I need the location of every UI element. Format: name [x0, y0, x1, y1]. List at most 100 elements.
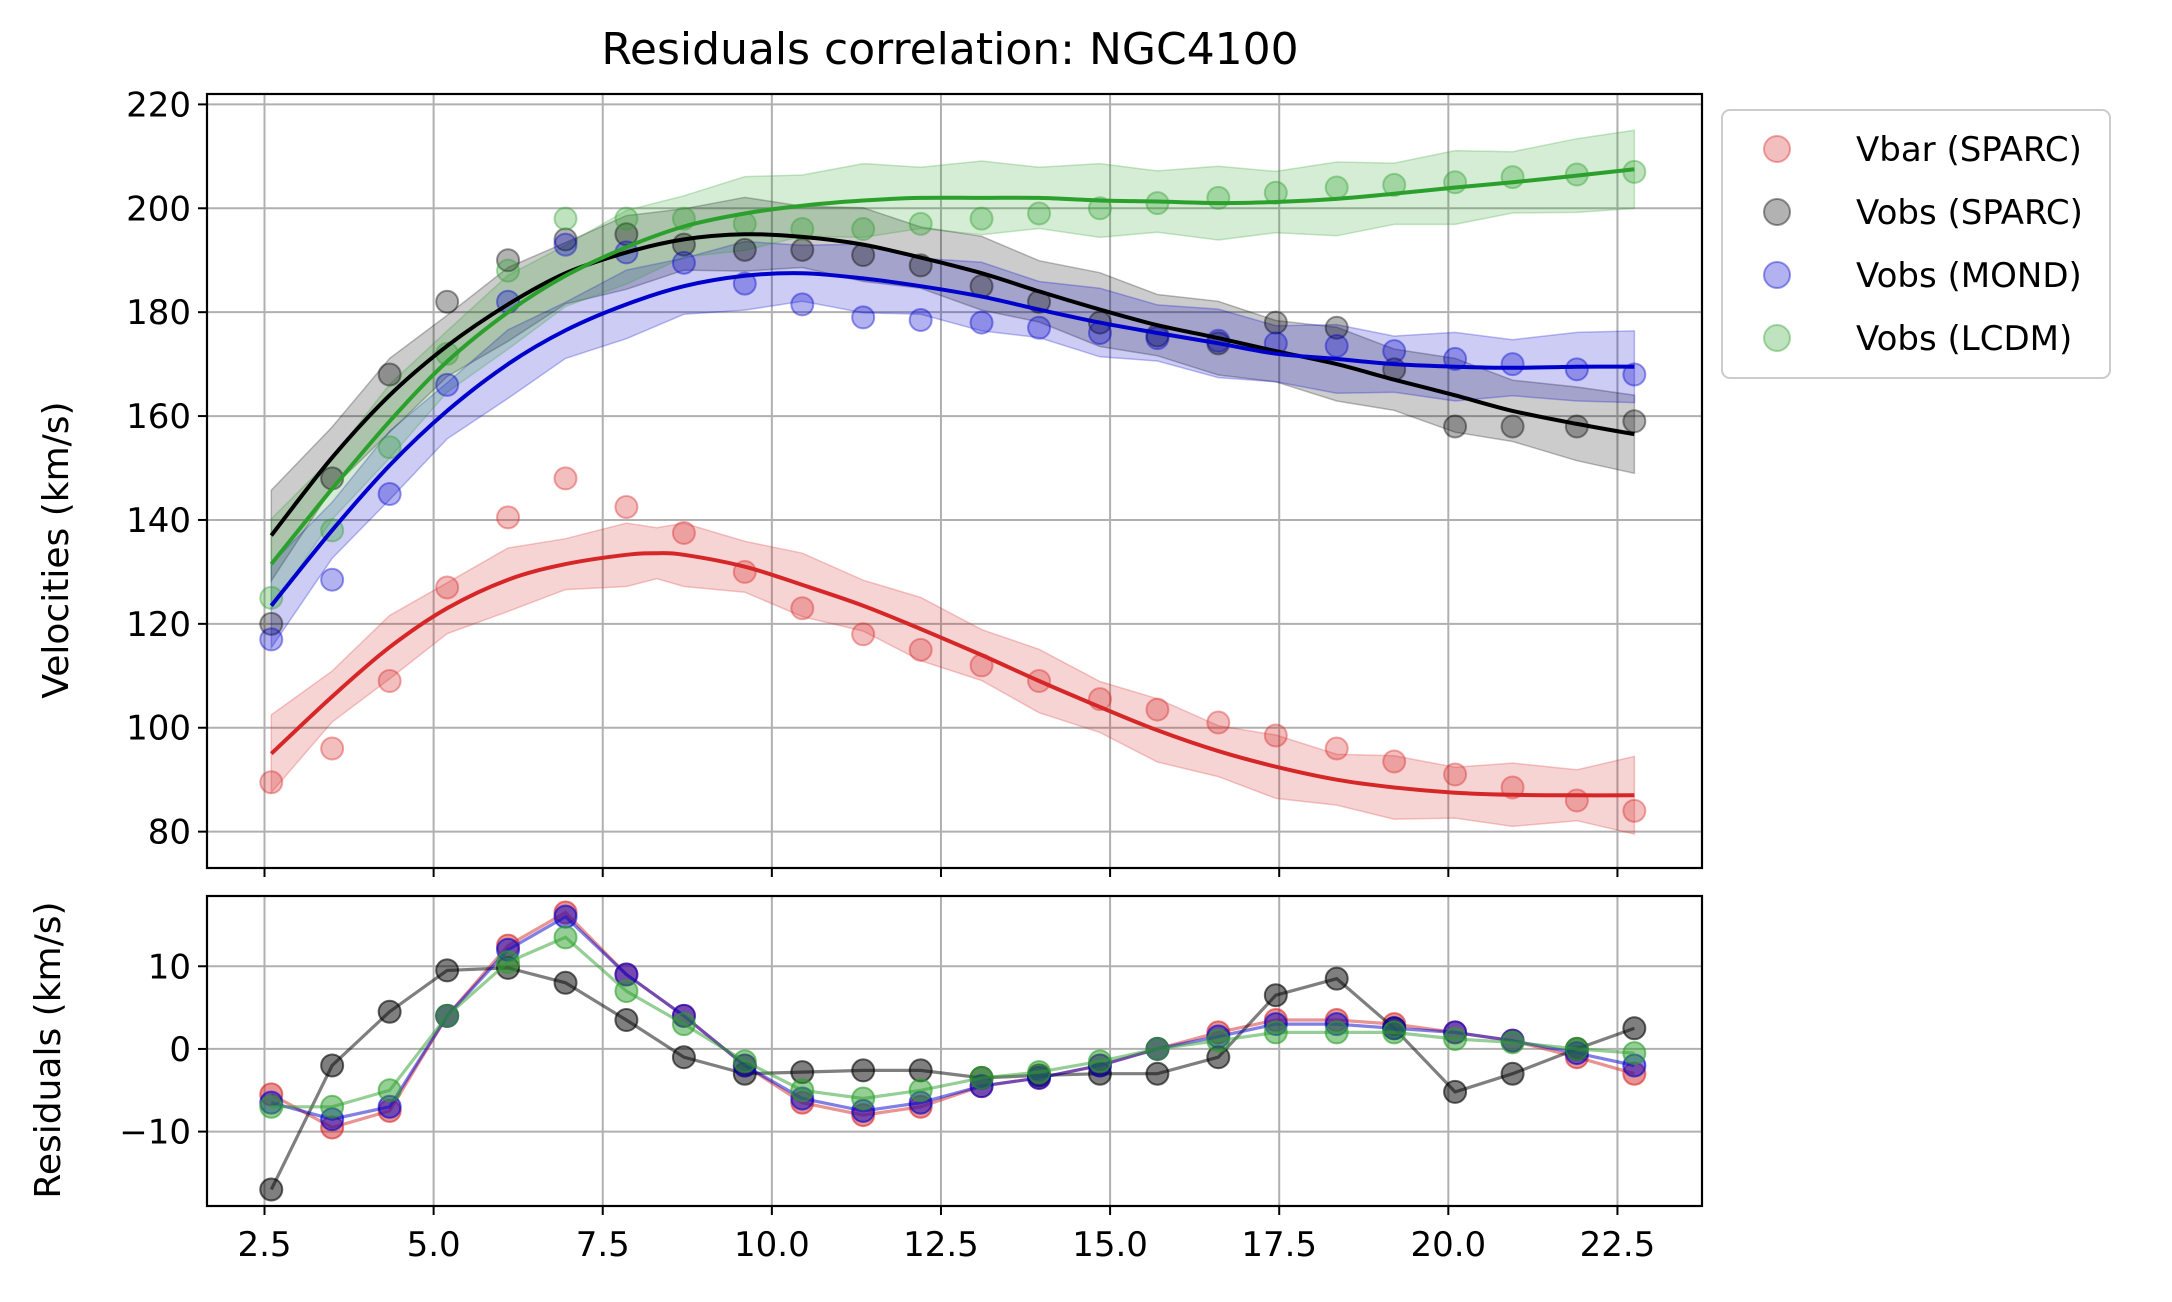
point-vobs-sparc-4: [496, 248, 521, 273]
velocities-axes-frame: [205, 92, 1704, 870]
point-vobs-sparc-2: [377, 362, 402, 387]
residual-point-vobs-sparc-5: [553, 970, 578, 995]
residual-point-vobs-lcdm-1: [320, 1094, 345, 1119]
residual-point-vobs-mond-5: [553, 904, 578, 929]
ytick-label-7: 220: [126, 85, 191, 125]
fit-line-vobs-lcdm: [269, 167, 1635, 566]
point-vobs-lcdm-16: [1206, 185, 1231, 210]
point-vbar-sparc-7: [671, 520, 696, 545]
point-vobs-mond-22: [1564, 357, 1589, 382]
residual-point-vobs-lcdm-14: [1087, 1049, 1112, 1074]
residual-point-vobs-sparc-1: [320, 1053, 345, 1078]
legend-box: [1721, 109, 2111, 379]
fit-line-vobs-sparc: [269, 232, 1635, 537]
point-vobs-mond-12: [969, 310, 994, 335]
point-vbar-sparc-16: [1206, 710, 1231, 735]
ytick-label-6: 200: [126, 189, 191, 229]
residual-point-vobs-lcdm-9: [790, 1078, 815, 1103]
velocities-ylabel: Velocities (km/s): [36, 401, 77, 698]
point-vobs-lcdm-14: [1087, 196, 1112, 221]
point-vobs-mond-18: [1324, 333, 1349, 358]
residuals-axes-frame: [205, 894, 1704, 1208]
ytick-label-1: 100: [126, 709, 191, 749]
point-vobs-mond-19: [1382, 339, 1407, 364]
residual-point-vobs-lcdm-19: [1382, 1020, 1407, 1045]
residual-point-vobs-lcdm-22: [1564, 1036, 1589, 1061]
point-vobs-lcdm-6: [614, 206, 639, 231]
point-vbar-sparc-18: [1324, 736, 1349, 761]
band-vobs-mond: [270, 240, 1636, 651]
point-vbar-sparc-22: [1564, 788, 1589, 813]
point-vobs-sparc-17: [1263, 310, 1288, 335]
point-vbar-sparc-2: [377, 668, 402, 693]
residual-point-vobs-sparc-11: [908, 1058, 933, 1083]
res-ytick-label-0: −10: [119, 1113, 191, 1153]
point-vobs-mond-3: [435, 372, 460, 397]
residual-point-vobs-lcdm-23: [1622, 1041, 1647, 1066]
res-ytick-label-1: 0: [169, 1030, 191, 1070]
point-vobs-sparc-23: [1622, 409, 1647, 434]
legend-marker-vobs-lcdm: [1763, 324, 1791, 352]
fit-line-vobs-mond: [269, 271, 1635, 607]
point-vbar-sparc-11: [908, 637, 933, 662]
band-vobs-sparc: [270, 196, 1636, 584]
point-vbar-sparc-0: [259, 770, 284, 795]
point-vobs-mond-5: [553, 232, 578, 257]
point-vbar-sparc-23: [1622, 798, 1647, 823]
point-vobs-sparc-18: [1324, 315, 1349, 340]
ytick-label-0: 80: [148, 813, 191, 853]
residual-point-vobs-lcdm-3: [435, 1003, 460, 1028]
point-vobs-sparc-8: [732, 237, 757, 262]
legend-marker-vobs-mond: [1763, 261, 1791, 289]
velocities-panel: 80 100 120 140 160 180 200 220 Velocities (km/s…: [36, 85, 1704, 877]
point-vbar-sparc-9: [790, 596, 815, 621]
residual-point-vobs-sparc-15: [1145, 1061, 1170, 1086]
ytick-label-5: 180: [126, 293, 191, 333]
residual-point-vobs-lcdm-21: [1500, 1030, 1525, 1055]
xtick-label-1: 5.0: [407, 1225, 461, 1265]
legend-label-vobs-mond: Vobs (MOND): [1856, 256, 2082, 296]
point-vbar-sparc-5: [553, 466, 578, 491]
residual-point-vobs-sparc-23: [1622, 1016, 1647, 1041]
point-vobs-lcdm-5: [553, 206, 578, 231]
point-vobs-lcdm-18: [1324, 175, 1349, 200]
residual-point-vobs-lcdm-12: [969, 1065, 994, 1090]
xtick-label-6: 17.5: [1241, 1225, 1317, 1265]
residual-point-vobs-lcdm-0: [259, 1094, 284, 1119]
residual-point-vobs-lcdm-6: [614, 979, 639, 1004]
residual-point-vobs-lcdm-7: [671, 1012, 696, 1037]
band-vbar-sparc: [270, 522, 1636, 836]
point-vobs-mond-0: [259, 627, 284, 652]
legend-label-vobs-lcdm: Vobs (LCDM): [1856, 319, 2072, 359]
point-vbar-sparc-3: [435, 575, 460, 600]
point-vobs-lcdm-13: [1027, 201, 1052, 226]
residual-point-vobs-sparc-17: [1263, 983, 1288, 1008]
residual-point-vobs-lcdm-15: [1145, 1036, 1170, 1061]
xtick-label-2: 7.5: [576, 1225, 630, 1265]
legend: Vbar (SPARC) Vobs (SPARC) Vobs (MOND) Vobs …: [1721, 109, 2111, 379]
fit-line-vbar-sparc: [269, 551, 1635, 798]
residual-point-vobs-lcdm-20: [1443, 1027, 1468, 1052]
point-vbar-sparc-1: [320, 736, 345, 761]
xtick-label-8: 22.5: [1580, 1225, 1656, 1265]
point-vbar-sparc-10: [851, 622, 876, 647]
point-vbar-sparc-4: [496, 505, 521, 530]
point-vobs-lcdm-4: [496, 258, 521, 283]
point-vobs-lcdm-0: [259, 585, 284, 610]
xtick-label-4: 12.5: [903, 1225, 979, 1265]
ytick-label-3: 140: [126, 501, 191, 541]
point-vobs-lcdm-19: [1382, 172, 1407, 197]
residual-point-vobs-lcdm-13: [1027, 1060, 1052, 1085]
point-vobs-lcdm-11: [908, 211, 933, 236]
residual-point-vobs-sparc-0: [259, 1177, 284, 1202]
legend-label-vobs-sparc: Vobs (SPARC): [1856, 193, 2083, 233]
xtick-label-0: 2.5: [237, 1225, 291, 1265]
point-vobs-mond-11: [908, 307, 933, 332]
band-vobs-lcdm: [270, 129, 1636, 612]
point-vobs-lcdm-10: [851, 217, 876, 242]
point-vobs-mond-9: [790, 292, 815, 317]
residual-point-vobs-lcdm-2: [377, 1078, 402, 1103]
point-vobs-sparc-3: [435, 289, 460, 314]
